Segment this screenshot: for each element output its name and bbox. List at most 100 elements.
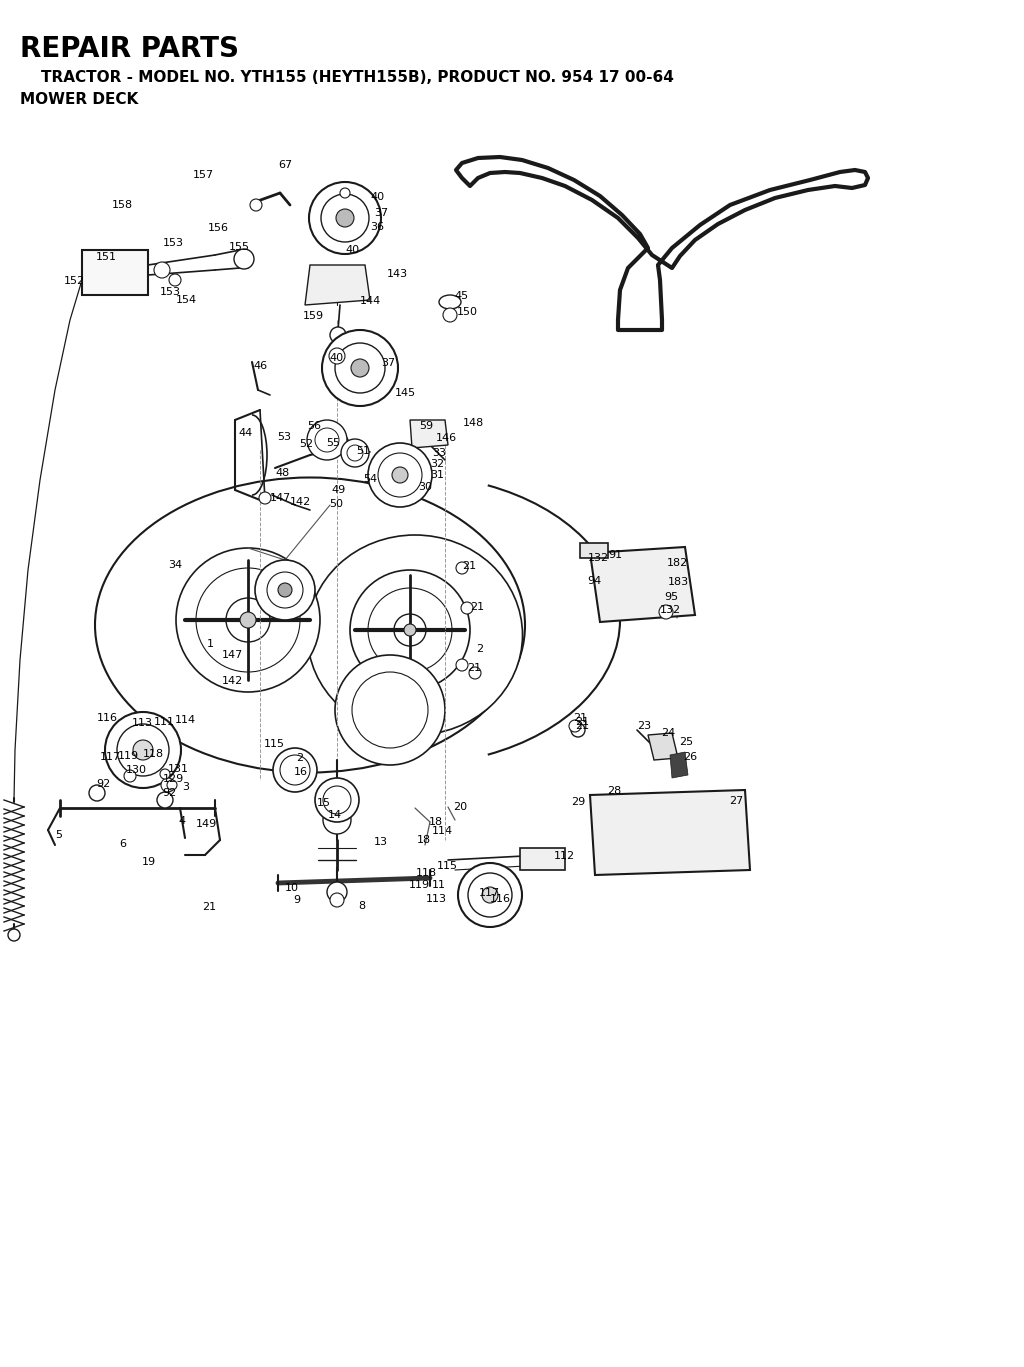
Text: 11: 11 [432,880,446,890]
Circle shape [404,623,416,636]
Circle shape [469,667,481,679]
Ellipse shape [439,295,461,309]
Text: 50: 50 [329,499,343,509]
Text: 8: 8 [358,901,366,910]
Ellipse shape [307,534,522,735]
Text: 116: 116 [97,714,118,723]
Text: 24: 24 [662,729,675,738]
Text: 40: 40 [370,191,384,202]
Circle shape [315,428,339,452]
Text: 21: 21 [462,560,476,571]
Text: 21: 21 [202,902,216,912]
Circle shape [394,614,426,647]
Circle shape [351,360,369,377]
Text: 132: 132 [588,554,609,563]
Circle shape [133,740,153,760]
Text: 6: 6 [119,839,126,849]
Text: 129: 129 [163,774,184,785]
Circle shape [321,194,369,242]
Text: 94: 94 [587,576,601,586]
Text: 142: 142 [222,677,244,686]
Text: 13: 13 [374,837,388,848]
Circle shape [443,308,457,323]
Polygon shape [670,752,688,778]
Text: 111: 111 [154,718,175,727]
Text: 49: 49 [331,485,345,495]
Text: 119: 119 [409,880,430,890]
Circle shape [278,582,292,597]
Circle shape [196,569,300,673]
Circle shape [315,778,359,822]
Circle shape [280,755,310,785]
Circle shape [322,329,398,406]
Text: 33: 33 [432,448,446,458]
Circle shape [169,273,181,286]
Circle shape [273,748,317,791]
Text: 67: 67 [278,160,292,170]
Text: 16: 16 [294,767,308,776]
Circle shape [267,571,303,608]
Text: 5: 5 [55,830,62,839]
Text: 37: 37 [381,358,395,368]
Circle shape [124,770,136,782]
Text: 153: 153 [163,238,184,247]
Text: 144: 144 [360,297,381,306]
Text: 59: 59 [419,421,433,431]
Text: 44: 44 [238,428,252,437]
Text: 147: 147 [222,649,244,660]
Circle shape [161,778,175,791]
Circle shape [341,439,369,468]
Text: 115: 115 [437,861,458,871]
Text: 30: 30 [418,483,432,492]
Ellipse shape [95,477,525,772]
Text: 182: 182 [667,558,688,569]
Circle shape [352,673,428,748]
Circle shape [157,791,173,808]
PathPatch shape [456,157,868,329]
Text: 32: 32 [430,459,444,469]
Text: 112: 112 [554,852,575,861]
Text: 115: 115 [264,740,285,749]
Polygon shape [82,250,148,295]
Text: 21: 21 [575,718,589,727]
Text: 116: 116 [490,894,511,904]
Circle shape [234,249,254,269]
Text: 18: 18 [429,817,443,827]
Circle shape [456,659,468,671]
Text: 4: 4 [178,816,185,826]
Text: 113: 113 [426,894,447,904]
Text: 153: 153 [160,287,181,297]
Polygon shape [520,848,565,869]
Text: 55: 55 [326,437,340,448]
Circle shape [456,562,468,574]
Text: 148: 148 [463,418,484,428]
Text: 156: 156 [208,223,229,232]
Text: 91: 91 [608,550,623,560]
Circle shape [250,200,262,211]
Text: 18: 18 [417,835,431,845]
Text: 48: 48 [275,468,289,478]
Circle shape [368,443,432,507]
Text: 147: 147 [270,493,291,503]
Text: 31: 31 [430,470,444,480]
Circle shape [336,209,354,227]
Text: 46: 46 [253,361,267,370]
Text: 54: 54 [362,474,377,484]
Text: 131: 131 [168,764,189,774]
Text: 21: 21 [470,601,484,612]
Circle shape [307,420,347,461]
Text: 3: 3 [182,782,189,791]
Text: 2: 2 [296,753,303,763]
Circle shape [458,863,522,927]
Text: 19: 19 [142,857,156,867]
Text: 114: 114 [432,826,454,837]
Polygon shape [410,420,449,448]
Text: 2: 2 [476,644,483,653]
Circle shape [105,712,181,787]
Circle shape [309,182,381,254]
Text: 37: 37 [374,208,388,217]
Text: 159: 159 [303,312,325,321]
Circle shape [154,262,170,278]
Circle shape [569,720,581,731]
Text: 146: 146 [436,433,457,443]
